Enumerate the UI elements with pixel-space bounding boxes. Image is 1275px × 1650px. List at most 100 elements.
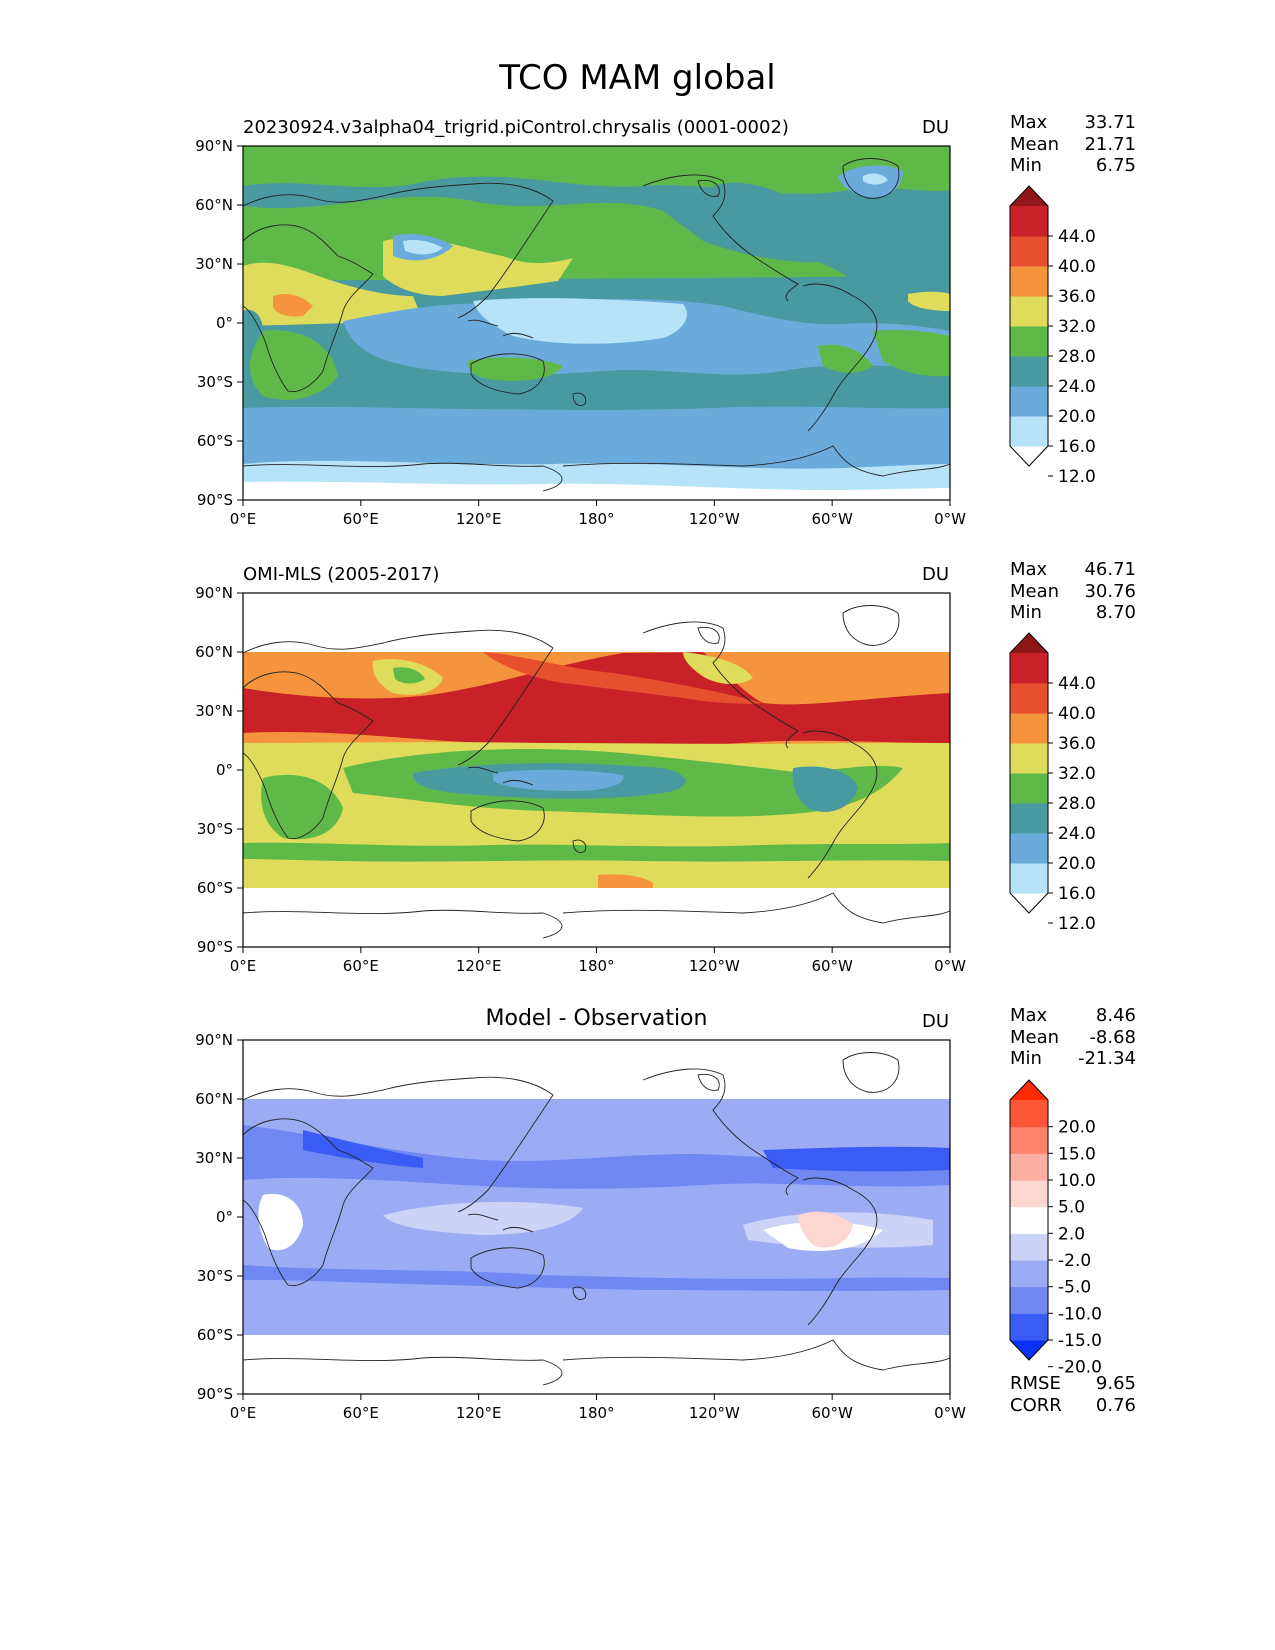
field-fill-amazon-pink — [798, 1211, 853, 1248]
coastline — [802, 730, 878, 879]
coastline — [642, 174, 799, 302]
stat-value: 30.76 — [1084, 580, 1136, 602]
colorbar-segment — [1010, 386, 1048, 417]
colorbar-segment — [1010, 356, 1048, 387]
lat-tick-label: 30°N — [195, 702, 233, 720]
field-fill-greenland-light — [863, 173, 888, 185]
coastline — [642, 621, 799, 749]
colorbar-tick-label: 16.0 — [1058, 437, 1096, 457]
panel-3-stats: Max 8.46 Mean -8.68 Min -21.34 — [1010, 1005, 1136, 1070]
coastline — [243, 892, 950, 939]
lon-tick-label: 120°E — [456, 1404, 502, 1422]
colorbar: 44.0 40.0 36.0 32.0 28.0 24.0 20.0 16.0 12.0 — [1009, 632, 1096, 934]
stat-label: Max — [1010, 112, 1048, 133]
field-fill-warm-pool-light — [473, 298, 687, 344]
colorbar-extend-high — [1010, 633, 1048, 653]
coastlines — [243, 605, 950, 939]
panel-3-units: DU — [922, 1011, 950, 1032]
panel-3-bottom-stats: RMSE 9.65 CORR 0.76 — [1010, 1373, 1136, 1416]
lon-tick-label: 120°E — [456, 510, 502, 528]
colorbar-tick-label: 12.0 — [1058, 914, 1096, 934]
colorbar-segment — [1010, 773, 1048, 804]
colorbar-segment — [1010, 206, 1048, 237]
coastline — [572, 392, 587, 406]
coastline — [842, 605, 900, 646]
colorbar-tick-label: 44.0 — [1058, 674, 1096, 694]
field-fill-samerica-green — [818, 344, 873, 373]
coastline — [697, 179, 720, 197]
lat-tick-label: 30°N — [195, 1149, 233, 1167]
coastline — [697, 1073, 720, 1091]
coastline — [642, 1068, 799, 1196]
field-fill-atlantic-yellow — [908, 291, 950, 311]
panel-1-title: 20230924.v3alpha04_trigrid.piControl.chr… — [243, 117, 789, 138]
stat-value: 33.71 — [1084, 112, 1136, 133]
stat-label: Min — [1010, 155, 1042, 176]
lat-tick-label: 60°S — [197, 879, 233, 897]
colorbar-layer: 44.040.036.032.028.024.020.016.012.044.0… — [1009, 185, 1102, 1378]
colorbar-tick-label: 28.0 — [1058, 347, 1096, 367]
stat-value: 0.76 — [1095, 1394, 1136, 1416]
lon-tick-label: 60°E — [343, 1404, 379, 1422]
panel-1-units: DU — [922, 117, 950, 138]
field-fill-north-band — [243, 146, 950, 194]
map-panel-difference — [243, 1040, 950, 1394]
lat-tick-label: 60°N — [195, 1090, 233, 1108]
colorbar-segment — [1010, 236, 1048, 267]
figure-title: TCO MAM global — [499, 58, 776, 98]
colorbar: 20.0 15.0 10.0 5.0 2.0 -2.0 -5.0 -10.0 -15.0 -20.… — [1009, 1079, 1102, 1378]
coastline — [243, 1118, 374, 1287]
lon-tick-label: 120°W — [689, 510, 740, 528]
stat-label: Min — [1010, 1048, 1042, 1069]
lat-tick-label: 0° — [216, 314, 233, 332]
colorbar-extend-low — [1010, 1340, 1048, 1360]
colorbar-segment — [1010, 1180, 1048, 1208]
field-fill-pacific-orange — [483, 652, 763, 704]
coastline — [470, 1247, 545, 1289]
colorbar-tick-label: 10.0 — [1058, 1171, 1096, 1191]
lat-tick-label: 30°S — [197, 1267, 233, 1285]
colorbar-tick-label: 12.0 — [1058, 467, 1096, 487]
field-fill-australia-green — [467, 357, 563, 381]
stat-value: 21.71 — [1084, 133, 1136, 155]
lon-tick-label: 0°W — [934, 957, 966, 975]
coastline — [842, 1052, 900, 1093]
coastline — [243, 629, 554, 766]
colorbar-segment — [1010, 653, 1048, 684]
colorbar-segment — [1010, 1286, 1048, 1314]
field-fill-asia-darkblue — [303, 1130, 423, 1168]
coastline — [467, 319, 534, 339]
field-fill-atlantic-green — [873, 329, 950, 377]
colorbar-tick-label: -20.0 — [1058, 1358, 1102, 1378]
lon-tick-label: 180° — [578, 1404, 614, 1422]
lat-tick-label: 0° — [216, 1208, 233, 1226]
stat-value: 6.75 — [1095, 155, 1136, 176]
coastlines — [243, 158, 950, 492]
field-fill-africa-green — [261, 774, 343, 840]
lon-tick-label: 120°E — [456, 957, 502, 975]
colorbar-segment — [1010, 1233, 1048, 1261]
coastline — [802, 1177, 878, 1326]
lat-tick-label: 30°N — [195, 255, 233, 273]
colorbar-segment — [1010, 1100, 1048, 1128]
colorbar: 44.0 40.0 36.0 32.0 28.0 24.0 20.0 16.0 12.0 — [1009, 185, 1096, 487]
stat-value: -8.68 — [1089, 1026, 1136, 1048]
stat-label: Max — [1010, 1005, 1048, 1026]
stat-label: Mean — [1010, 133, 1060, 155]
lon-tick-label: 180° — [578, 957, 614, 975]
colorbar-segment — [1010, 1313, 1048, 1341]
lat-tick-label: 60°S — [197, 1326, 233, 1344]
coastline — [243, 1076, 554, 1213]
colorbar-tick-label: 40.0 — [1058, 257, 1096, 277]
panel-2-stats: Max 46.71 Mean 30.76 Min 8.70 — [1010, 559, 1136, 624]
panel-axes: 90°N 60°N 30°N 0° 30°S 60°S 90°S0°E 60°E 120°E 18… — [195, 584, 966, 975]
lat-tick-label: 0° — [216, 761, 233, 779]
colorbar-segment — [1010, 1260, 1048, 1288]
colorbar-tick-label: 24.0 — [1058, 824, 1096, 844]
lon-tick-label: 120°W — [689, 957, 740, 975]
colorbar-tick-label: 2.0 — [1058, 1224, 1085, 1244]
colorbar-tick-label: 40.0 — [1058, 704, 1096, 724]
field-fill-south-pacific-orange — [598, 874, 653, 888]
lat-tick-label: 90°N — [195, 137, 233, 155]
lon-tick-label: 60°E — [343, 957, 379, 975]
